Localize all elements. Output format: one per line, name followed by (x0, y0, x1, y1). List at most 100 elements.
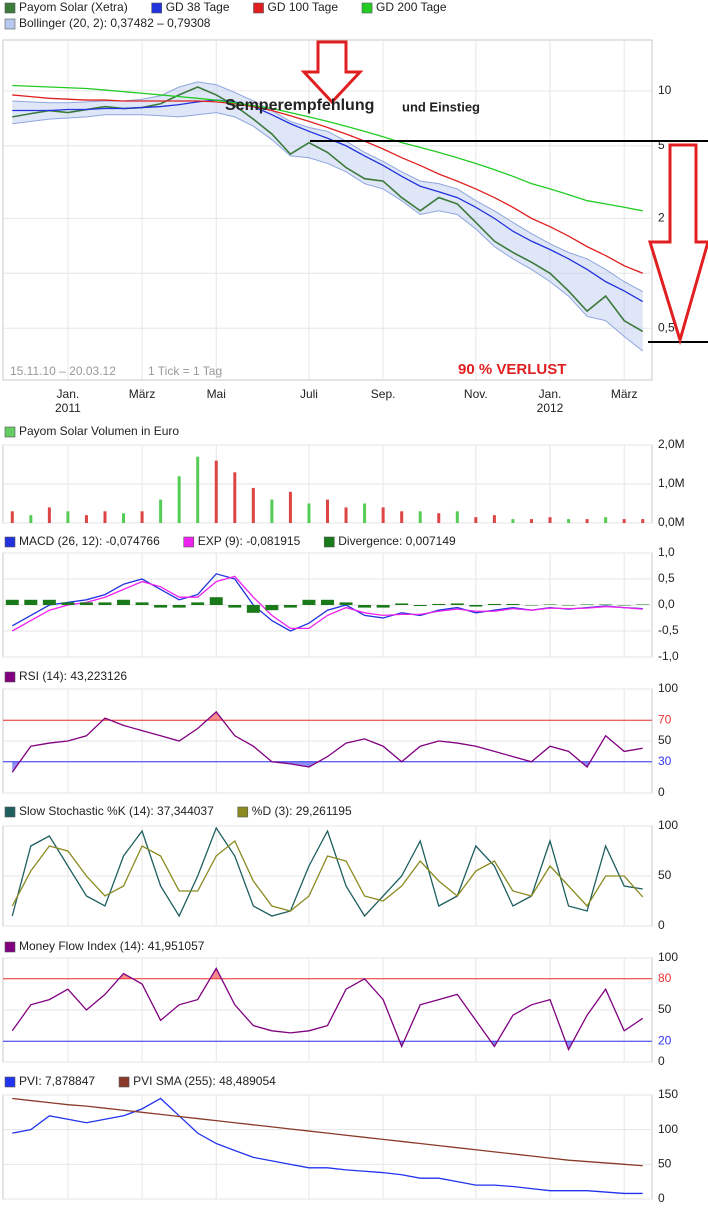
ref-fill (102, 711, 223, 721)
bar (47, 507, 51, 523)
bar (381, 507, 385, 523)
bar (177, 476, 181, 523)
bar (636, 604, 650, 605)
y-tick-label: -1,0 (658, 649, 679, 663)
bar (455, 511, 459, 523)
legend-label: %D (3): 29,261195 (252, 804, 352, 818)
bar (339, 602, 353, 605)
y-tick-label: 0,5 (658, 571, 675, 585)
bar (66, 511, 70, 523)
legend-swatch (4, 18, 16, 30)
y-tick-label: 100 (658, 1122, 678, 1136)
bar (251, 487, 255, 523)
bar (265, 605, 279, 611)
bar (79, 602, 93, 605)
legend-label: EXP (9): -0,081915 (198, 534, 301, 548)
bar (307, 503, 311, 523)
y-tick-label: 30 (658, 754, 672, 768)
bollinger-fill (12, 81, 643, 352)
bar (159, 499, 163, 523)
legend-swatch (4, 671, 16, 683)
y-tick-label: 0 (658, 1191, 665, 1205)
bar (585, 519, 589, 523)
bar (196, 456, 200, 523)
bar (117, 599, 131, 605)
series-line (11, 710, 643, 773)
loss-label: 90 % VERLUST (458, 361, 566, 378)
bar (154, 605, 168, 608)
x-tick-label: Nov. (463, 387, 488, 401)
bar (191, 602, 205, 605)
legend-swatch (4, 1076, 16, 1088)
bar (246, 605, 260, 613)
y-tick-label: 70 (658, 712, 672, 726)
bar (42, 599, 56, 605)
legend-swatch (183, 536, 195, 548)
series-line (12, 94, 643, 274)
bar (209, 597, 223, 605)
bar (358, 605, 372, 608)
bar (302, 599, 316, 605)
bar (363, 503, 367, 523)
legend-swatch (4, 806, 16, 818)
bar (5, 599, 19, 605)
bar (524, 605, 538, 606)
series-line (12, 86, 644, 333)
bar (400, 511, 404, 523)
y-tick-label: 1,0M (658, 476, 685, 490)
bar (529, 519, 533, 523)
y-tick-label: 50 (658, 1002, 672, 1016)
y-tick-label: -0,5 (658, 623, 679, 637)
date-range: 15.11.10 – 20.03.12 (10, 364, 116, 378)
legend-swatch (4, 2, 16, 14)
series-line (11, 839, 644, 912)
bar (543, 604, 557, 605)
legend-swatch (151, 2, 163, 14)
bar (283, 605, 297, 608)
y-tick-label: 50 (658, 733, 672, 747)
bar (511, 519, 515, 523)
x-tick-label: Sep. (370, 387, 396, 401)
bar (622, 519, 626, 523)
y-tick-label: 100 (658, 950, 678, 964)
legend-label: Slow Stochastic %K (14): 37,344037 (19, 804, 214, 818)
series-line (12, 99, 644, 303)
legend-swatch (118, 1076, 130, 1088)
bar (413, 605, 427, 607)
plot-frame (2, 1094, 653, 1200)
bar (432, 603, 446, 605)
recommendation: Semperempfehlung (225, 97, 374, 114)
bar (98, 602, 112, 605)
y-tick-label: 100 (658, 681, 678, 695)
plots: 0,512510Payom Solar (Xetra)GD 38 TageGD … (2, 0, 685, 1205)
legend-swatch (237, 806, 249, 818)
bar (437, 513, 441, 523)
bar (214, 460, 218, 523)
legend-label: RSI (14): 43,223126 (19, 669, 127, 683)
legend-swatch (361, 2, 373, 14)
bar (122, 513, 126, 523)
series-line (11, 826, 643, 918)
bar (84, 515, 88, 523)
series-line (12, 1097, 643, 1195)
legend-swatch (253, 2, 264, 14)
bar (562, 605, 576, 606)
y-tick-label: 1,0 (658, 545, 675, 559)
bar (321, 599, 334, 605)
y-tick-label: 2,0M (658, 437, 685, 451)
bar (376, 605, 390, 608)
bar (135, 602, 149, 605)
tick-note: 1 Tick = 1 Tag (148, 364, 222, 378)
bar (288, 491, 292, 523)
legend-swatch (4, 941, 16, 953)
y-tick-label: 80 (658, 971, 672, 985)
bollinger-lower (12, 112, 644, 352)
legend-label: PVI SMA (255): 48,489054 (133, 1074, 276, 1088)
bar (418, 511, 422, 523)
y-tick-label: 50 (658, 1157, 672, 1171)
x-tick-label: Juli (299, 387, 318, 401)
legend-label: MACD (26, 12): -0,074766 (19, 534, 160, 548)
legend-label: Payom Solar (Xetra) (19, 0, 128, 14)
